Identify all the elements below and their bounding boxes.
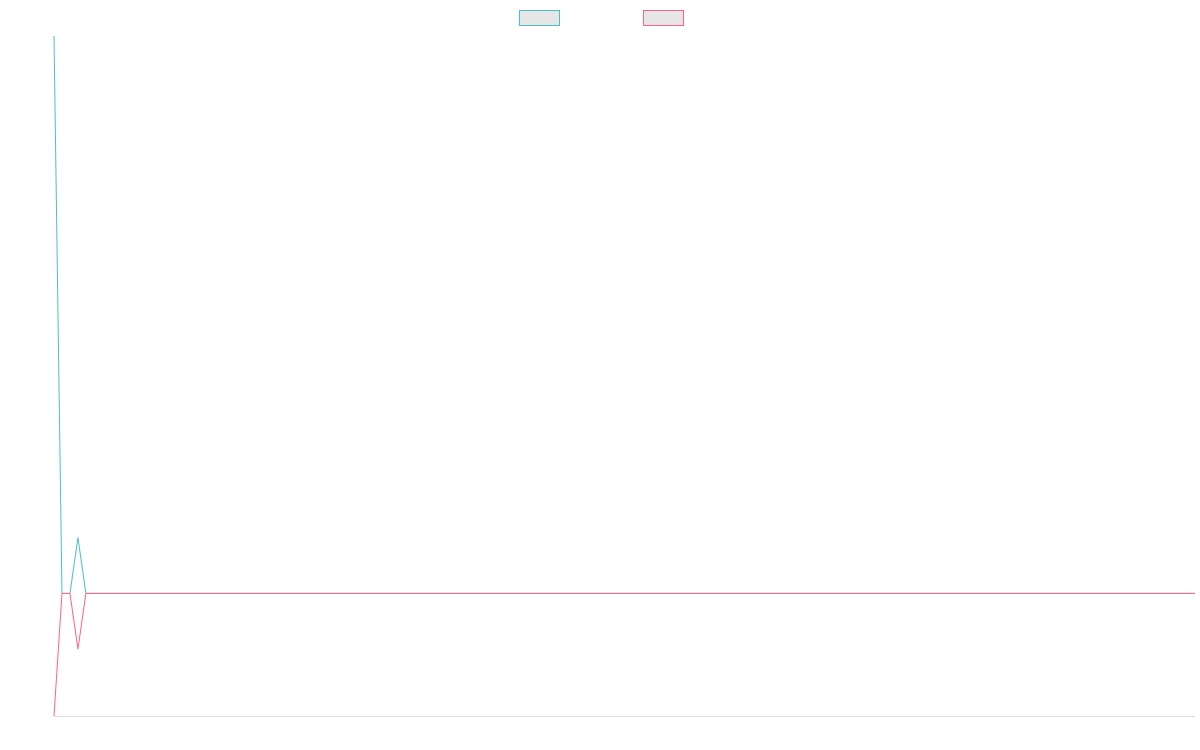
data-line [53,592,1195,717]
legend-swatch[interactable] [519,10,560,26]
legend-swatch[interactable] [643,10,684,26]
data-line [53,35,1195,594]
